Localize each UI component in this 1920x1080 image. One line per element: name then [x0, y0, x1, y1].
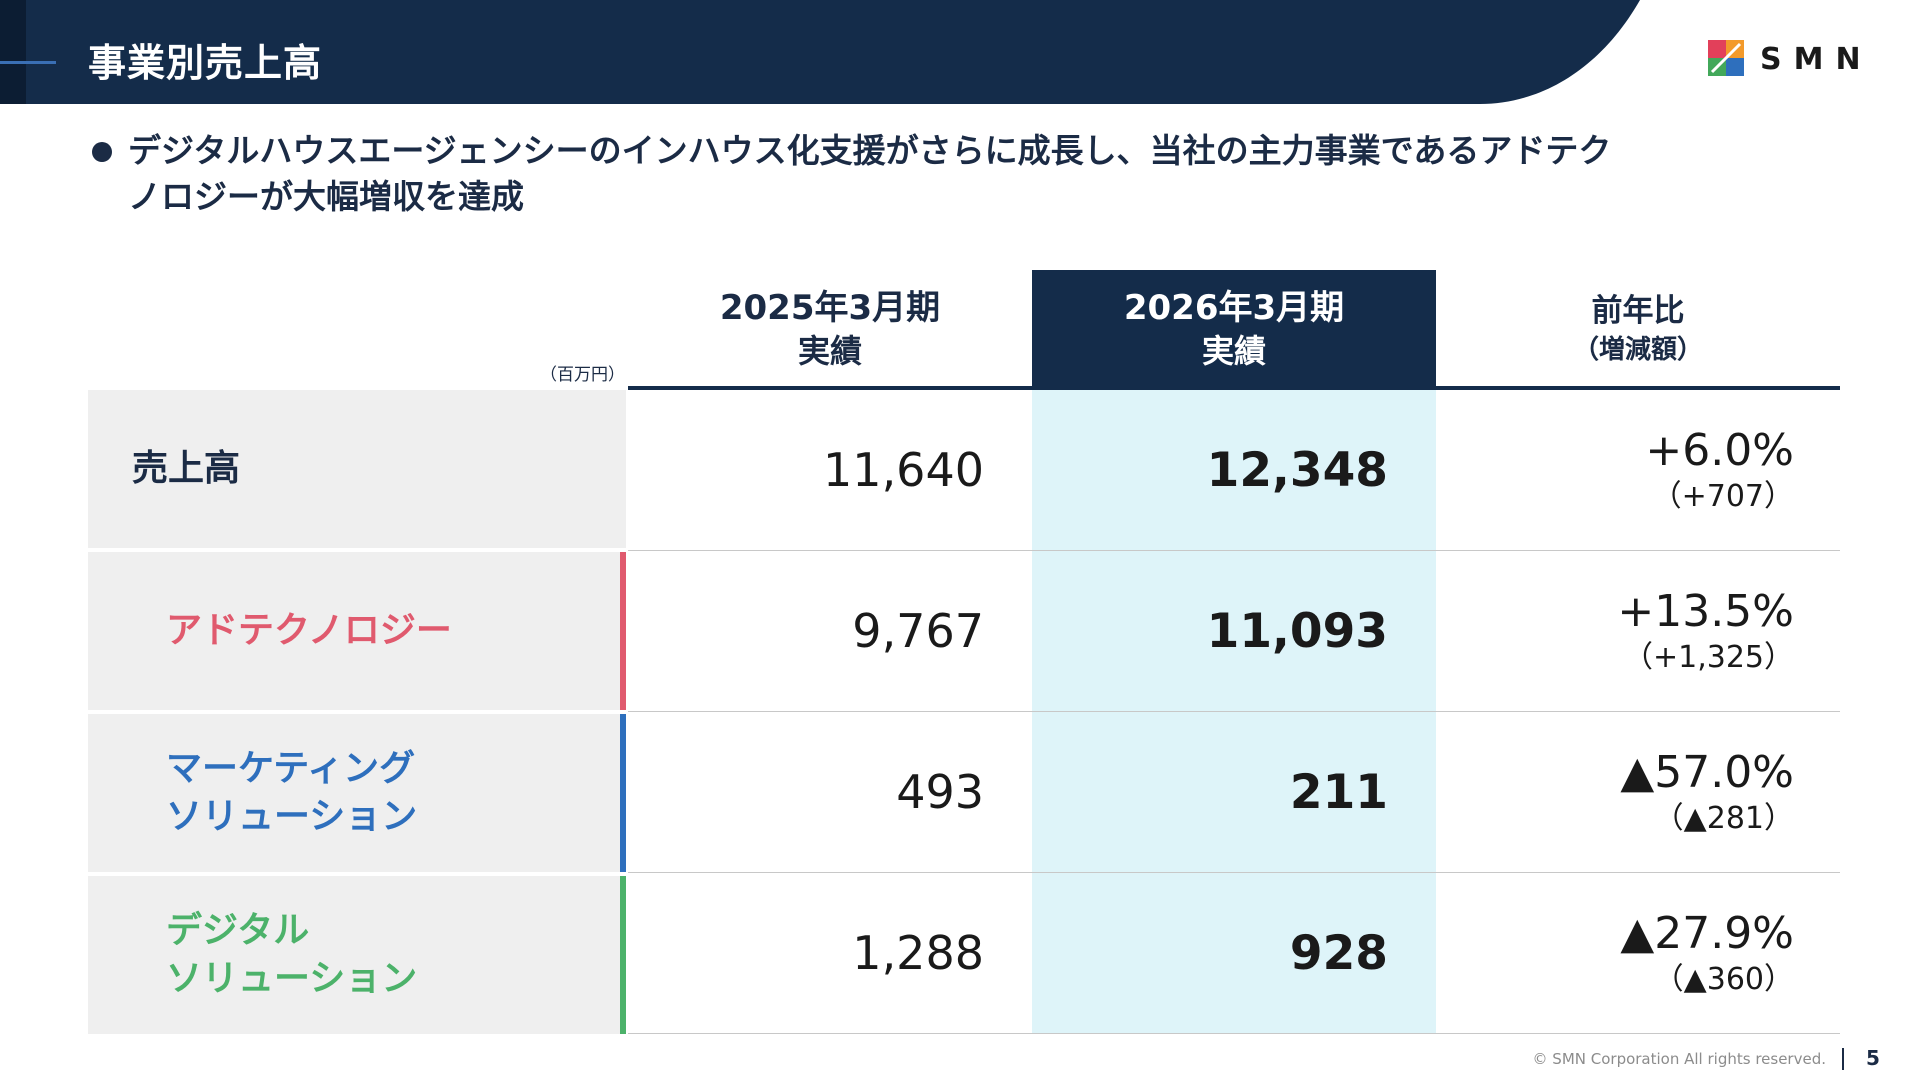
logo-mark-icon [1708, 40, 1744, 76]
row-label-net-sales: 売上高 [88, 390, 626, 548]
row-divider [628, 711, 1840, 712]
cell-prev-digital-solution: 1,288 [852, 926, 984, 980]
logo-text: SMN [1760, 42, 1873, 77]
column-header-line2: （増減額） [1572, 335, 1703, 365]
segment-color-bar [620, 552, 626, 710]
yoy-percent: ▲27.9% [1620, 908, 1794, 959]
cell-curr-digital-solution: 928 [1289, 925, 1388, 981]
cell-curr-net-sales: 12,348 [1206, 442, 1388, 498]
page-title: 事業別売上高 [88, 41, 323, 85]
yoy-amount: （▲360） [1653, 962, 1794, 997]
row-label-digital-solution: デジタル ソリューション [88, 876, 626, 1034]
cell-curr-marketing-solution: 211 [1289, 764, 1388, 820]
row-label-marketing-solution: マーケティング ソリューション [88, 714, 626, 872]
yoy-percent: ▲57.0% [1620, 747, 1794, 798]
yoy-amount: （▲281） [1653, 801, 1794, 836]
cell-prev-marketing-solution: 493 [896, 765, 984, 819]
segment-color-bar [620, 876, 626, 1034]
bullet-dot-icon [92, 142, 112, 162]
column-header-fy2026: 2026年3月期 実績 [1032, 270, 1436, 388]
cell-prev-net-sales: 11,640 [823, 443, 984, 497]
row-label-text: 売上高 [132, 448, 241, 489]
row-label-adtech: アドテクノロジー [88, 552, 626, 710]
footer-divider [1842, 1048, 1844, 1070]
row-divider [628, 1033, 1840, 1034]
column-header-line1: 前年比 [1591, 293, 1685, 329]
column-header-line1: 2026年3月期 [1123, 288, 1345, 328]
row-divider [628, 872, 1840, 873]
column-header-fy2025: 2025年3月期 実績 [628, 270, 1032, 388]
cell-prev-adtech: 9,767 [852, 604, 984, 658]
segment-color-bar [620, 714, 626, 872]
cell-curr-adtech: 11,093 [1206, 603, 1388, 659]
slide-header: 事業別売上高 SMN [0, 0, 1920, 104]
company-logo: SMN [1708, 40, 1888, 78]
cell-yoy-marketing-solution: ▲57.0% （▲281） [1440, 712, 1794, 872]
row-label-text: アドテクノロジー [166, 610, 452, 651]
column-header-line2: 実績 [1201, 332, 1266, 370]
header-banner [0, 0, 1640, 104]
yoy-percent: +13.5% [1617, 586, 1794, 637]
yoy-percent: +6.0% [1645, 425, 1794, 476]
column-header-line1: 2025年3月期 [719, 288, 941, 328]
page-number: 5 [1866, 1046, 1880, 1070]
unit-label: （百万円） [540, 365, 625, 385]
header-rule [628, 386, 1840, 390]
copyright-text: © SMN Corporation All rights reserved. [1532, 1050, 1826, 1068]
cell-yoy-adtech: +13.5% （+1,325） [1440, 551, 1794, 711]
column-header-yoy: 前年比 （増減額） [1436, 270, 1840, 388]
row-label-text: マーケティング ソリューション [166, 748, 418, 837]
yoy-amount: （+1,325） [1622, 640, 1794, 675]
yoy-amount: （+707） [1651, 479, 1794, 514]
highlight-column [1032, 390, 1436, 1034]
row-label-text: デジタル ソリューション [166, 910, 418, 999]
column-header-line2: 実績 [797, 332, 862, 370]
cell-yoy-digital-solution: ▲27.9% （▲360） [1440, 873, 1794, 1033]
row-divider [628, 550, 1840, 551]
summary-text: デジタルハウスエージェンシーのインハウス化支援がさらに成長し、当社の主力事業であ… [128, 131, 1612, 216]
cell-yoy-net-sales: +6.0% （+707） [1440, 390, 1794, 550]
